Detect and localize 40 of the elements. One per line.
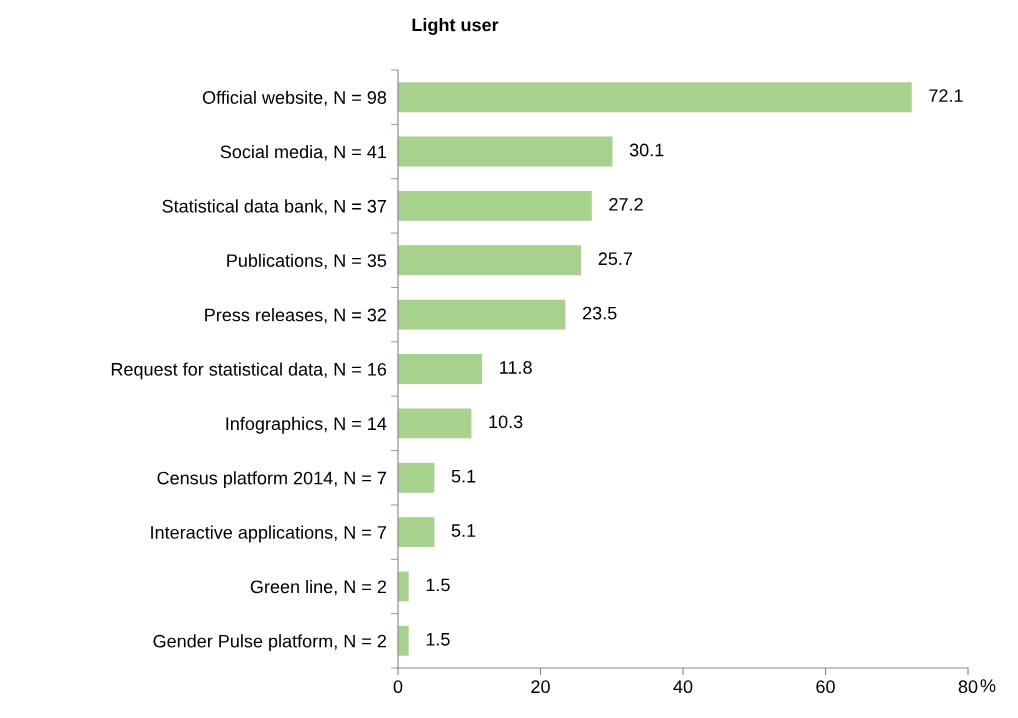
data-label: 25.7 — [598, 252, 633, 266]
bar — [398, 354, 483, 384]
x-tick-label: 20 — [531, 680, 550, 694]
y-tick-label: Press releases, N = 32 — [205, 308, 386, 324]
y-tick-label: Social media, N = 41 — [220, 145, 387, 161]
chart-title: Light user — [412, 18, 499, 35]
y-tick-label: Official website, N = 98 — [202, 90, 387, 107]
y-tick-label: Statistical data bank, N = 37 — [162, 199, 386, 215]
y-tick-label: Gender Pulse platform, N = 2 — [153, 634, 386, 652]
x-tick-label: 60 — [816, 680, 835, 694]
y-tick-label: Infographics, N = 14 — [226, 416, 387, 434]
data-label: 30.1 — [629, 143, 664, 157]
bar — [398, 136, 613, 167]
x-tick-label: 80 — [958, 680, 978, 694]
y-tick-label: Interactive applications, N = 7 — [151, 525, 386, 543]
y-tick-label: Green line, N = 2 — [250, 579, 386, 596]
bar — [398, 571, 409, 602]
y-tick-label: Publications, N = 35 — [227, 253, 387, 270]
bar — [398, 245, 582, 276]
y-tick-label: Request for statistical data, N = 16 — [111, 362, 387, 380]
data-label: 72.1 — [929, 89, 963, 102]
bar — [398, 190, 592, 221]
bar — [398, 625, 409, 656]
data-label: 5.1 — [451, 524, 476, 537]
bar — [398, 299, 566, 330]
x-tick-label: 0 — [393, 680, 403, 694]
bar — [398, 462, 435, 493]
data-label: 1.5 — [426, 633, 450, 646]
data-label: 11.8 — [500, 361, 532, 374]
bar — [398, 517, 435, 548]
data-label: 10.3 — [489, 415, 523, 429]
data-label: 5.1 — [451, 469, 476, 483]
data-label: 1.5 — [426, 578, 450, 592]
bar — [398, 82, 912, 113]
bar — [398, 408, 472, 439]
data-label: 27.2 — [609, 197, 643, 211]
x-axis-title: % — [980, 679, 996, 692]
data-label: 23.5 — [583, 306, 617, 320]
x-tick-label: 40 — [673, 680, 693, 694]
y-tick-label: Census platform 2014, N = 7 — [157, 471, 386, 489]
